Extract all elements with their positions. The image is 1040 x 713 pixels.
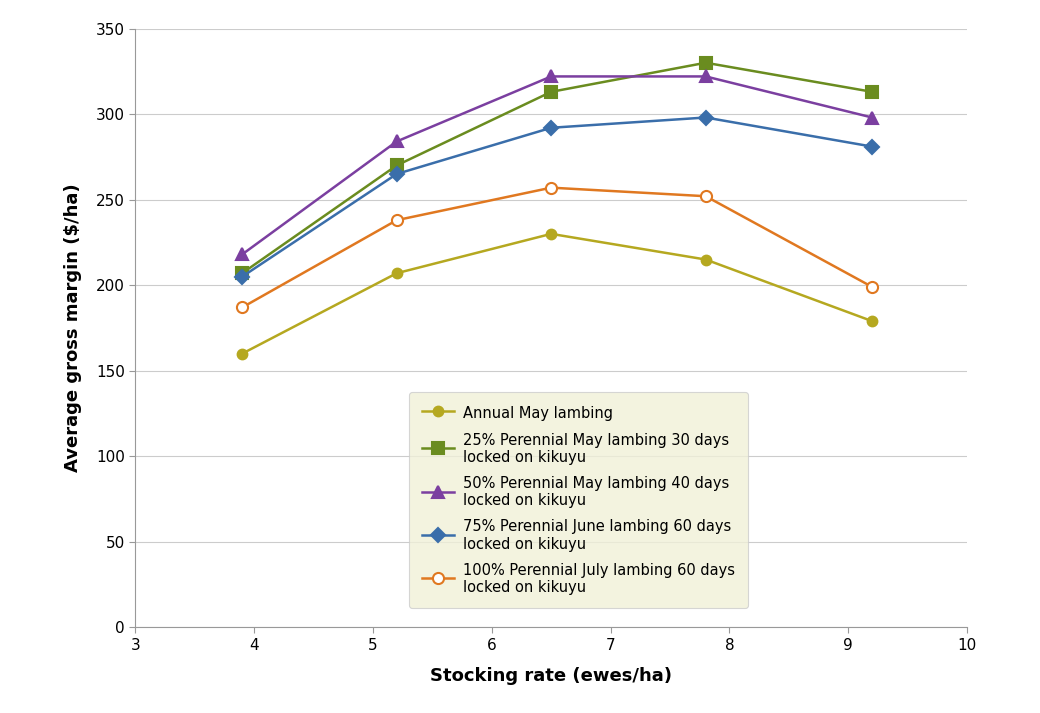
50% Perennial May lambing 40 days
locked on kikuyu [390,137,402,145]
75% Perennial June lambing 60 days
locked on kikuyu [236,272,249,281]
50% Perennial May lambing 40 days
locked on kikuyu [700,72,712,81]
100% Perennial July lambing 60 days
locked on kikuyu [866,282,879,291]
50% Perennial May lambing 40 days
locked on kikuyu [866,113,879,122]
50% Perennial May lambing 40 days
locked on kikuyu [545,72,557,81]
Y-axis label: Average gross margin ($/ha): Average gross margin ($/ha) [63,184,82,472]
Line: 75% Perennial June lambing 60 days
locked on kikuyu: 75% Perennial June lambing 60 days locke… [237,113,877,282]
25% Perennial May lambing 30 days
locked on kikuyu [866,88,879,96]
100% Perennial July lambing 60 days
locked on kikuyu [390,216,402,225]
75% Perennial June lambing 60 days
locked on kikuyu [866,143,879,151]
Line: Annual May lambing: Annual May lambing [237,229,877,359]
Line: 50% Perennial May lambing 40 days
locked on kikuyu: 50% Perennial May lambing 40 days locked… [236,70,879,261]
50% Perennial May lambing 40 days
locked on kikuyu [236,250,249,259]
75% Perennial June lambing 60 days
locked on kikuyu [390,170,402,178]
25% Perennial May lambing 30 days
locked on kikuyu [390,161,402,170]
75% Perennial June lambing 60 days
locked on kikuyu [545,123,557,132]
X-axis label: Stocking rate (ewes/ha): Stocking rate (ewes/ha) [431,667,672,684]
100% Perennial July lambing 60 days
locked on kikuyu [700,192,712,200]
Line: 100% Perennial July lambing 60 days
locked on kikuyu: 100% Perennial July lambing 60 days lock… [237,182,878,313]
Annual May lambing [866,317,879,325]
100% Perennial July lambing 60 days
locked on kikuyu [545,183,557,192]
25% Perennial May lambing 30 days
locked on kikuyu [545,88,557,96]
Line: 25% Perennial May lambing 30 days
locked on kikuyu: 25% Perennial May lambing 30 days locked… [237,57,878,279]
Annual May lambing [236,349,249,358]
Legend: Annual May lambing, 25% Perennial May lambing 30 days
locked on kikuyu, 50% Pere: Annual May lambing, 25% Perennial May la… [409,391,748,608]
25% Perennial May lambing 30 days
locked on kikuyu [236,269,249,277]
Annual May lambing [700,255,712,264]
25% Perennial May lambing 30 days
locked on kikuyu [700,58,712,67]
100% Perennial July lambing 60 days
locked on kikuyu [236,303,249,312]
Annual May lambing [545,230,557,238]
75% Perennial June lambing 60 days
locked on kikuyu [700,113,712,122]
Annual May lambing [390,269,402,277]
